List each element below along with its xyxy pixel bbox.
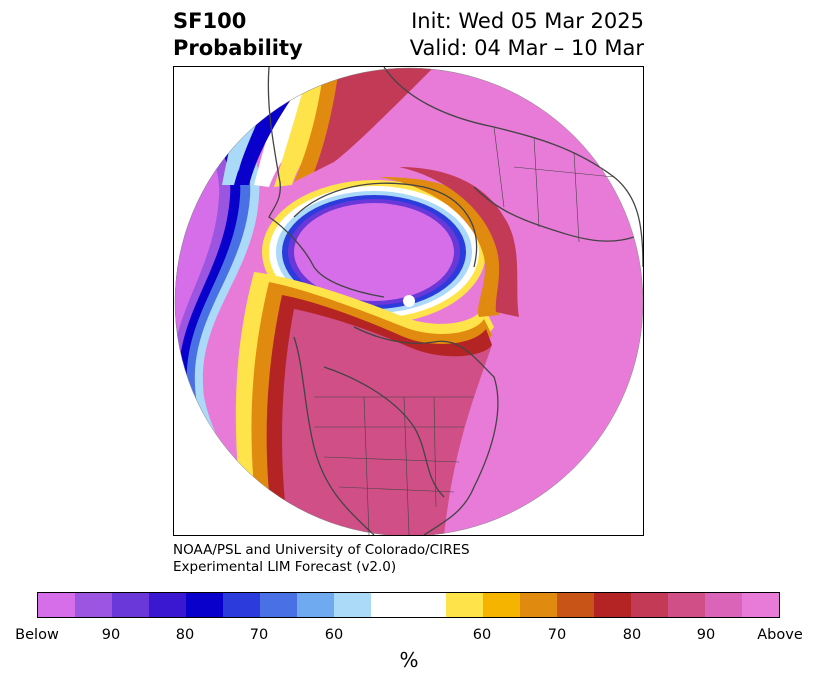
colorbar-segment: [297, 593, 335, 617]
colorbar-segment: [75, 593, 113, 617]
colorbar-segment: [593, 593, 631, 617]
map-svg: [174, 67, 643, 535]
colorbar-segment: [556, 593, 594, 617]
colorbar-segment: [38, 593, 76, 617]
colorbar-segment: [741, 593, 779, 617]
colorbar-tick-label: 60: [472, 627, 492, 643]
colorbar-tick-label: Above: [757, 627, 803, 643]
title-quantity: Probability: [173, 36, 303, 60]
colorbar-segment: [223, 593, 261, 617]
colorbar-segment: [482, 593, 520, 617]
colorbar-tick-label: 60: [324, 627, 344, 643]
coastlines: [267, 67, 643, 535]
colorbar-segment: [112, 593, 150, 617]
probability-field: [175, 68, 643, 535]
title-variable: SF100: [173, 9, 247, 33]
colorbar-tick-label: 70: [249, 627, 269, 643]
init-date: Init: Wed 05 Mar 2025: [411, 9, 644, 33]
colorbar-segment: [667, 593, 705, 617]
colorbar-segment: [186, 593, 224, 617]
colorbar-segment: [260, 593, 298, 617]
colorbar-segment: [149, 593, 187, 617]
colorbar-tick-label: 90: [101, 627, 121, 643]
map-credit: NOAA/PSL and University of Colorado/CIRE…: [173, 542, 470, 576]
colorbar-tick-label: 80: [175, 627, 195, 643]
colorbar-tick-label: 70: [547, 627, 567, 643]
colorbar-segment: [519, 593, 557, 617]
colorbar-segment: [371, 593, 446, 617]
credit-line-2: Experimental LIM Forecast (v2.0): [173, 559, 397, 575]
colorbar-tick-label: 80: [622, 627, 642, 643]
colorbar-segment: [704, 593, 742, 617]
colorbar-segment: [445, 593, 483, 617]
colorbar-tick-label: Below: [15, 627, 59, 643]
map-title-left: SF100 Probability: [173, 8, 303, 62]
valid-range: Valid: 04 Mar – 10 Mar: [409, 36, 644, 60]
colorbar-unit: %: [399, 648, 419, 672]
colorbar-segment: [630, 593, 668, 617]
probability-map: [173, 66, 644, 536]
colorbar: [37, 592, 780, 618]
colorbar-segment: [334, 593, 372, 617]
map-title-right: Init: Wed 05 Mar 2025 Valid: 04 Mar – 10…: [410, 8, 644, 62]
colorbar-tick-label: 90: [696, 627, 716, 643]
political-borders: [314, 126, 615, 535]
credit-line-1: NOAA/PSL and University of Colorado/CIRE…: [173, 542, 470, 558]
